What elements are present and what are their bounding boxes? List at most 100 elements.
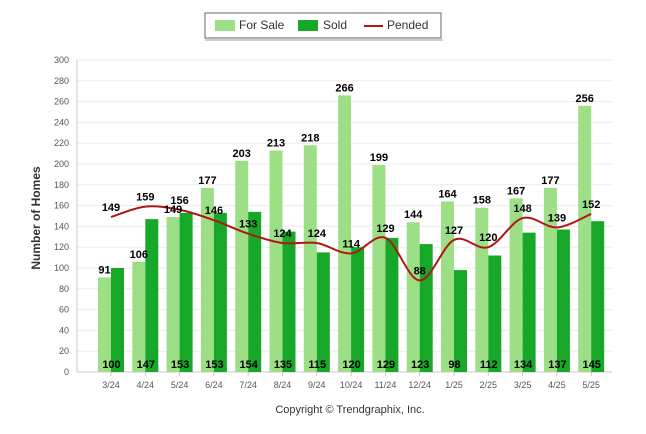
for-sale-bar	[372, 165, 386, 372]
legend-swatch-for-sale	[215, 20, 235, 31]
for-sale-value-label: 91	[98, 264, 110, 276]
sold-bar	[591, 221, 605, 372]
sold-bar	[248, 211, 262, 372]
pended-value-label: 129	[376, 223, 394, 235]
x-tick-label: 7/24	[239, 380, 257, 390]
legend-label-sold: Sold	[323, 18, 347, 32]
sold-bar	[419, 244, 433, 372]
y-tick-label: 180	[54, 180, 69, 190]
sold-bar	[213, 212, 227, 372]
legend-box	[204, 12, 442, 39]
x-tick-label: 3/24	[102, 380, 120, 390]
sold-bar	[111, 268, 124, 372]
sold-value-label: 153	[171, 359, 189, 371]
pended-value-label: 127	[445, 225, 463, 237]
for-sale-bar	[269, 150, 283, 372]
for-sale-bar	[338, 95, 352, 373]
for-sale-bar	[543, 187, 557, 372]
pended-value-label: 124	[308, 228, 327, 240]
sold-bar	[351, 247, 365, 372]
y-tick-label: 40	[59, 325, 69, 335]
legend: For Sale Sold Pended	[204, 12, 443, 41]
data-labels: 91 106 149 177 203 213 218 266 199 144 164 158 167 17…	[98, 82, 601, 371]
x-tick-label: 4/24	[137, 380, 155, 390]
pended-value-label: 148	[513, 203, 531, 215]
for-sale-value-label: 203	[233, 148, 251, 160]
for-sale-bar	[235, 160, 249, 372]
y-tick-label: 220	[54, 138, 69, 148]
for-sale-bar	[166, 217, 180, 372]
y-tick-label: 100	[54, 263, 69, 273]
x-tick-label: 6/24	[205, 380, 223, 390]
for-sale-bar	[200, 187, 214, 372]
sold-value-label: 112	[480, 359, 498, 371]
y-tick-label: 280	[54, 76, 69, 86]
x-tick-label: 1/25	[445, 380, 463, 390]
for-sale-value-label: 158	[473, 195, 491, 207]
axes: 0 20 40 60 80 100 120 140 160 180 200 220 240 260 280 3…	[54, 55, 600, 390]
pended-line-path	[110, 205, 592, 282]
y-tick-label: 20	[59, 346, 69, 356]
legend-shadow	[205, 39, 443, 41]
sold-bar	[282, 231, 296, 372]
for-sale-value-label: 167	[507, 185, 525, 197]
for-sale-bar	[98, 277, 111, 372]
for-sale-value-label: 144	[404, 209, 423, 221]
sold-bar	[145, 219, 159, 372]
sold-bar	[556, 229, 570, 372]
y-tick-label: 0	[64, 367, 69, 377]
pended-value-label: 114	[342, 238, 361, 250]
sold-bar	[316, 252, 330, 372]
for-sale-bar	[578, 105, 592, 372]
sold-bar	[522, 232, 536, 372]
x-tick-label: 2/25	[480, 380, 498, 390]
y-tick-label: 300	[54, 55, 69, 65]
x-tick-label: 12/24	[408, 380, 431, 390]
for-sale-value-label: 266	[335, 82, 353, 94]
pended-line	[110, 205, 592, 282]
sold-value-label: 153	[205, 359, 223, 371]
y-tick-label: 160	[54, 201, 69, 211]
sold-bar	[385, 237, 399, 372]
y-tick-label: 240	[54, 117, 69, 127]
for-sale-value-label: 164	[438, 188, 457, 200]
pended-value-label: 159	[136, 192, 154, 204]
sold-value-label: 147	[137, 359, 155, 371]
sold-value-label: 145	[583, 359, 601, 371]
x-tick-label: 11/24	[374, 380, 396, 390]
pended-value-label: 124	[273, 228, 292, 240]
y-tick-label: 80	[59, 284, 69, 294]
for-sale-value-label: 177	[541, 175, 559, 187]
legend-label-for-sale: For Sale	[239, 18, 285, 32]
x-tick-label: 5/24	[171, 380, 189, 390]
bars	[98, 95, 605, 373]
for-sale-bar	[441, 201, 454, 372]
x-tick-label: 3/25	[514, 380, 532, 390]
sold-value-label: 129	[377, 359, 395, 371]
x-tick-label: 8/24	[274, 380, 292, 390]
for-sale-value-label: 106	[130, 249, 148, 261]
x-tick-label: 5/25	[582, 380, 600, 390]
y-tick-label: 120	[54, 242, 69, 252]
y-tick-label: 200	[54, 159, 69, 169]
pended-value-label: 152	[582, 199, 600, 211]
sold-value-label: 115	[308, 359, 326, 371]
sold-value-label: 98	[448, 359, 460, 371]
for-sale-value-label: 177	[198, 175, 216, 187]
sold-value-label: 135	[274, 359, 292, 371]
pended-value-label: 156	[170, 195, 188, 207]
sold-value-label: 154	[240, 359, 259, 371]
for-sale-bar	[303, 145, 317, 372]
sold-value-label: 134	[514, 359, 533, 371]
y-tick-label: 140	[54, 221, 69, 231]
sold-value-label: 123	[411, 359, 429, 371]
legend-label-pended: Pended	[387, 18, 428, 32]
sold-bar	[488, 255, 502, 372]
sold-bar	[454, 270, 467, 372]
pended-value-label: 146	[205, 205, 223, 217]
pended-value-label: 120	[479, 232, 497, 244]
sold-value-label: 120	[342, 359, 360, 371]
sold-value-label: 100	[102, 359, 120, 371]
